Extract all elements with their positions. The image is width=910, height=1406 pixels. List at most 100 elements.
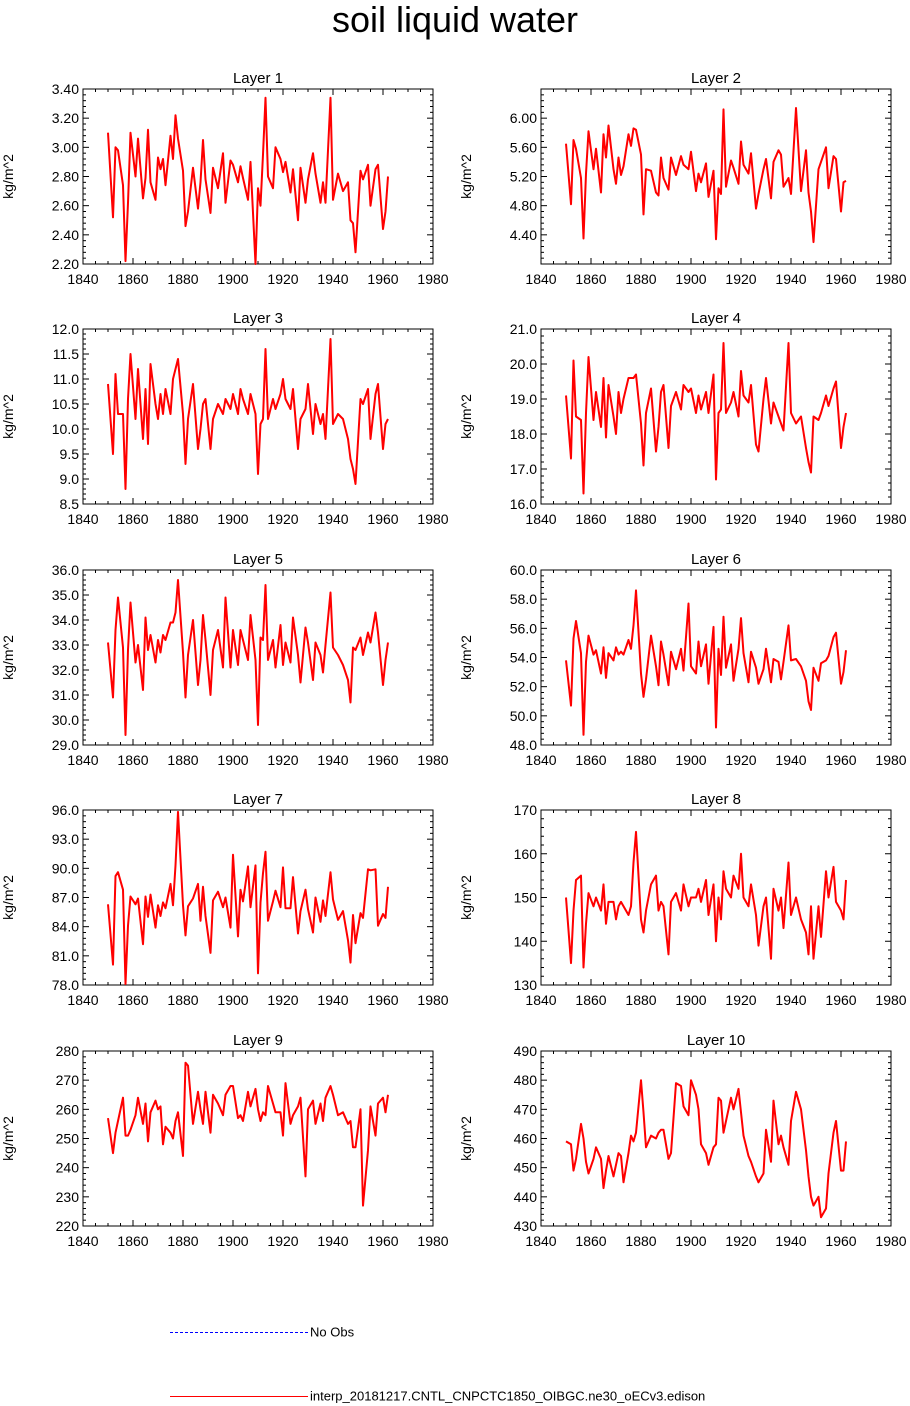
y-tick-label: 50.0 — [510, 708, 537, 724]
x-tick-label: 1940 — [775, 1233, 806, 1249]
series-line — [565, 589, 847, 736]
y-tick-label: 9.5 — [60, 446, 80, 462]
x-tick-label: 1980 — [875, 752, 906, 768]
x-tick-label: 1880 — [625, 511, 656, 527]
y-tick-label: 3.40 — [52, 81, 79, 97]
x-tick-label: 1920 — [725, 992, 756, 1008]
y-tick-label: 3.00 — [52, 139, 79, 155]
y-axis-label: kg/m^2 — [0, 1116, 16, 1161]
x-tick-label: 1900 — [217, 1233, 248, 1249]
plot-frame — [540, 809, 892, 986]
panel-title: Layer 7 — [233, 791, 283, 808]
y-tick-label: 93.0 — [52, 831, 79, 847]
x-tick-label: 1980 — [875, 511, 906, 527]
y-tick-label: 480 — [514, 1072, 538, 1088]
y-tick-label: 81.0 — [52, 948, 79, 964]
x-tick-label: 1980 — [875, 992, 906, 1008]
x-tick-label: 1840 — [67, 1233, 98, 1249]
chart-panel-7: Layer 7 1840 1860 1880 1900 1920 1940 1960 1980 7… — [0, 791, 449, 1008]
y-tick-label: 90.0 — [52, 860, 79, 876]
y-tick-label: 29.0 — [52, 737, 79, 753]
legend-swatch-model — [170, 1396, 308, 1398]
x-tick-label: 1920 — [725, 1233, 756, 1249]
y-tick-label: 280 — [56, 1043, 80, 1059]
y-tick-label: 35.0 — [52, 587, 79, 603]
y-tick-label: 460 — [514, 1131, 538, 1147]
series-line — [107, 338, 389, 490]
x-tick-label: 1860 — [117, 271, 148, 287]
y-tick-label: 52.0 — [510, 679, 537, 695]
chart-panel-5: Layer 5 1840 1860 1880 1900 1920 1940 1960 1980 2… — [0, 551, 449, 768]
x-tick-label: 1880 — [167, 752, 198, 768]
x-tick-label: 1880 — [167, 992, 198, 1008]
x-tick-label: 1900 — [675, 1233, 706, 1249]
y-tick-label: 2.40 — [52, 227, 79, 243]
y-axis-label: kg/m^2 — [0, 154, 16, 199]
x-tick-label: 1840 — [525, 1233, 556, 1249]
x-tick-label: 1840 — [525, 992, 556, 1008]
x-tick-label: 1880 — [625, 992, 656, 1008]
y-tick-label: 130 — [514, 977, 538, 993]
chart-panel-6: Layer 6 1840 1860 1880 1900 1920 1940 1960 1980 4… — [458, 551, 907, 768]
x-tick-label: 1900 — [217, 271, 248, 287]
y-tick-label: 31.0 — [52, 687, 79, 703]
y-axis-label: kg/m^2 — [458, 875, 474, 920]
x-tick-label: 1980 — [417, 271, 448, 287]
x-tick-label: 1880 — [167, 271, 198, 287]
x-tick-label: 1940 — [317, 511, 348, 527]
chart-panel-1: Layer 1 1840 1860 1880 1900 1920 1940 1960 1980 2… — [0, 70, 449, 287]
y-tick-label: 96.0 — [52, 802, 79, 818]
x-tick-label: 1900 — [675, 271, 706, 287]
y-tick-label: 12.0 — [52, 321, 79, 337]
x-tick-label: 1900 — [217, 511, 248, 527]
y-axis-label: kg/m^2 — [458, 1116, 474, 1161]
y-tick-label: 10.0 — [52, 421, 79, 437]
x-tick-label: 1960 — [825, 511, 856, 527]
y-tick-label: 6.00 — [510, 110, 537, 126]
x-tick-label: 1960 — [367, 992, 398, 1008]
y-tick-label: 240 — [56, 1160, 80, 1176]
x-tick-label: 1960 — [825, 271, 856, 287]
chart-panel-10: Layer 10 1840 1860 1880 1900 1920 1940 1960 1980… — [458, 1032, 907, 1249]
x-tick-label: 1860 — [575, 271, 606, 287]
x-tick-label: 1920 — [267, 271, 298, 287]
y-axis-label: kg/m^2 — [0, 875, 16, 920]
x-tick-label: 1900 — [675, 992, 706, 1008]
x-tick-label: 1940 — [317, 752, 348, 768]
x-tick-label: 1920 — [725, 752, 756, 768]
chart-panel-8: Layer 8 1840 1860 1880 1900 1920 1940 1960 1980 1… — [458, 791, 907, 1008]
x-tick-label: 1920 — [267, 752, 298, 768]
series-line — [107, 1061, 389, 1207]
y-axis-label: kg/m^2 — [0, 394, 16, 439]
y-tick-label: 2.60 — [52, 198, 79, 214]
x-tick-label: 1940 — [775, 992, 806, 1008]
chart-panel-9: Layer 9 1840 1860 1880 1900 1920 1940 1960 1980 2… — [0, 1032, 449, 1249]
x-tick-label: 1880 — [167, 511, 198, 527]
x-tick-label: 1900 — [675, 752, 706, 768]
series-line — [565, 1079, 847, 1219]
series-line — [107, 96, 389, 265]
y-tick-label: 450 — [514, 1160, 538, 1176]
series-line — [107, 810, 389, 985]
y-tick-label: 17.0 — [510, 461, 537, 477]
x-tick-label: 1880 — [625, 752, 656, 768]
series-line — [107, 579, 389, 736]
panel-title: Layer 3 — [233, 310, 283, 327]
y-tick-label: 20.0 — [510, 356, 537, 372]
y-axis-label: kg/m^2 — [458, 154, 474, 199]
y-tick-label: 5.60 — [510, 139, 537, 155]
x-tick-label: 1940 — [775, 752, 806, 768]
legend-label-model: interp_20181217.CNTL_CNPCTC1850_OIBGC.ne… — [310, 1388, 706, 1404]
x-tick-label: 1920 — [725, 271, 756, 287]
x-tick-label: 1980 — [417, 752, 448, 768]
x-tick-label: 1920 — [267, 511, 298, 527]
x-tick-label: 1960 — [367, 271, 398, 287]
panel-title: Layer 4 — [691, 310, 741, 327]
y-tick-label: 430 — [514, 1218, 538, 1234]
x-tick-label: 1960 — [825, 1233, 856, 1249]
y-tick-label: 78.0 — [52, 977, 79, 993]
legend-entry-no-obs: No Obs — [170, 1324, 354, 1340]
panel-title: Layer 1 — [233, 70, 283, 87]
x-tick-label: 1920 — [267, 992, 298, 1008]
x-tick-label: 1860 — [575, 1233, 606, 1249]
